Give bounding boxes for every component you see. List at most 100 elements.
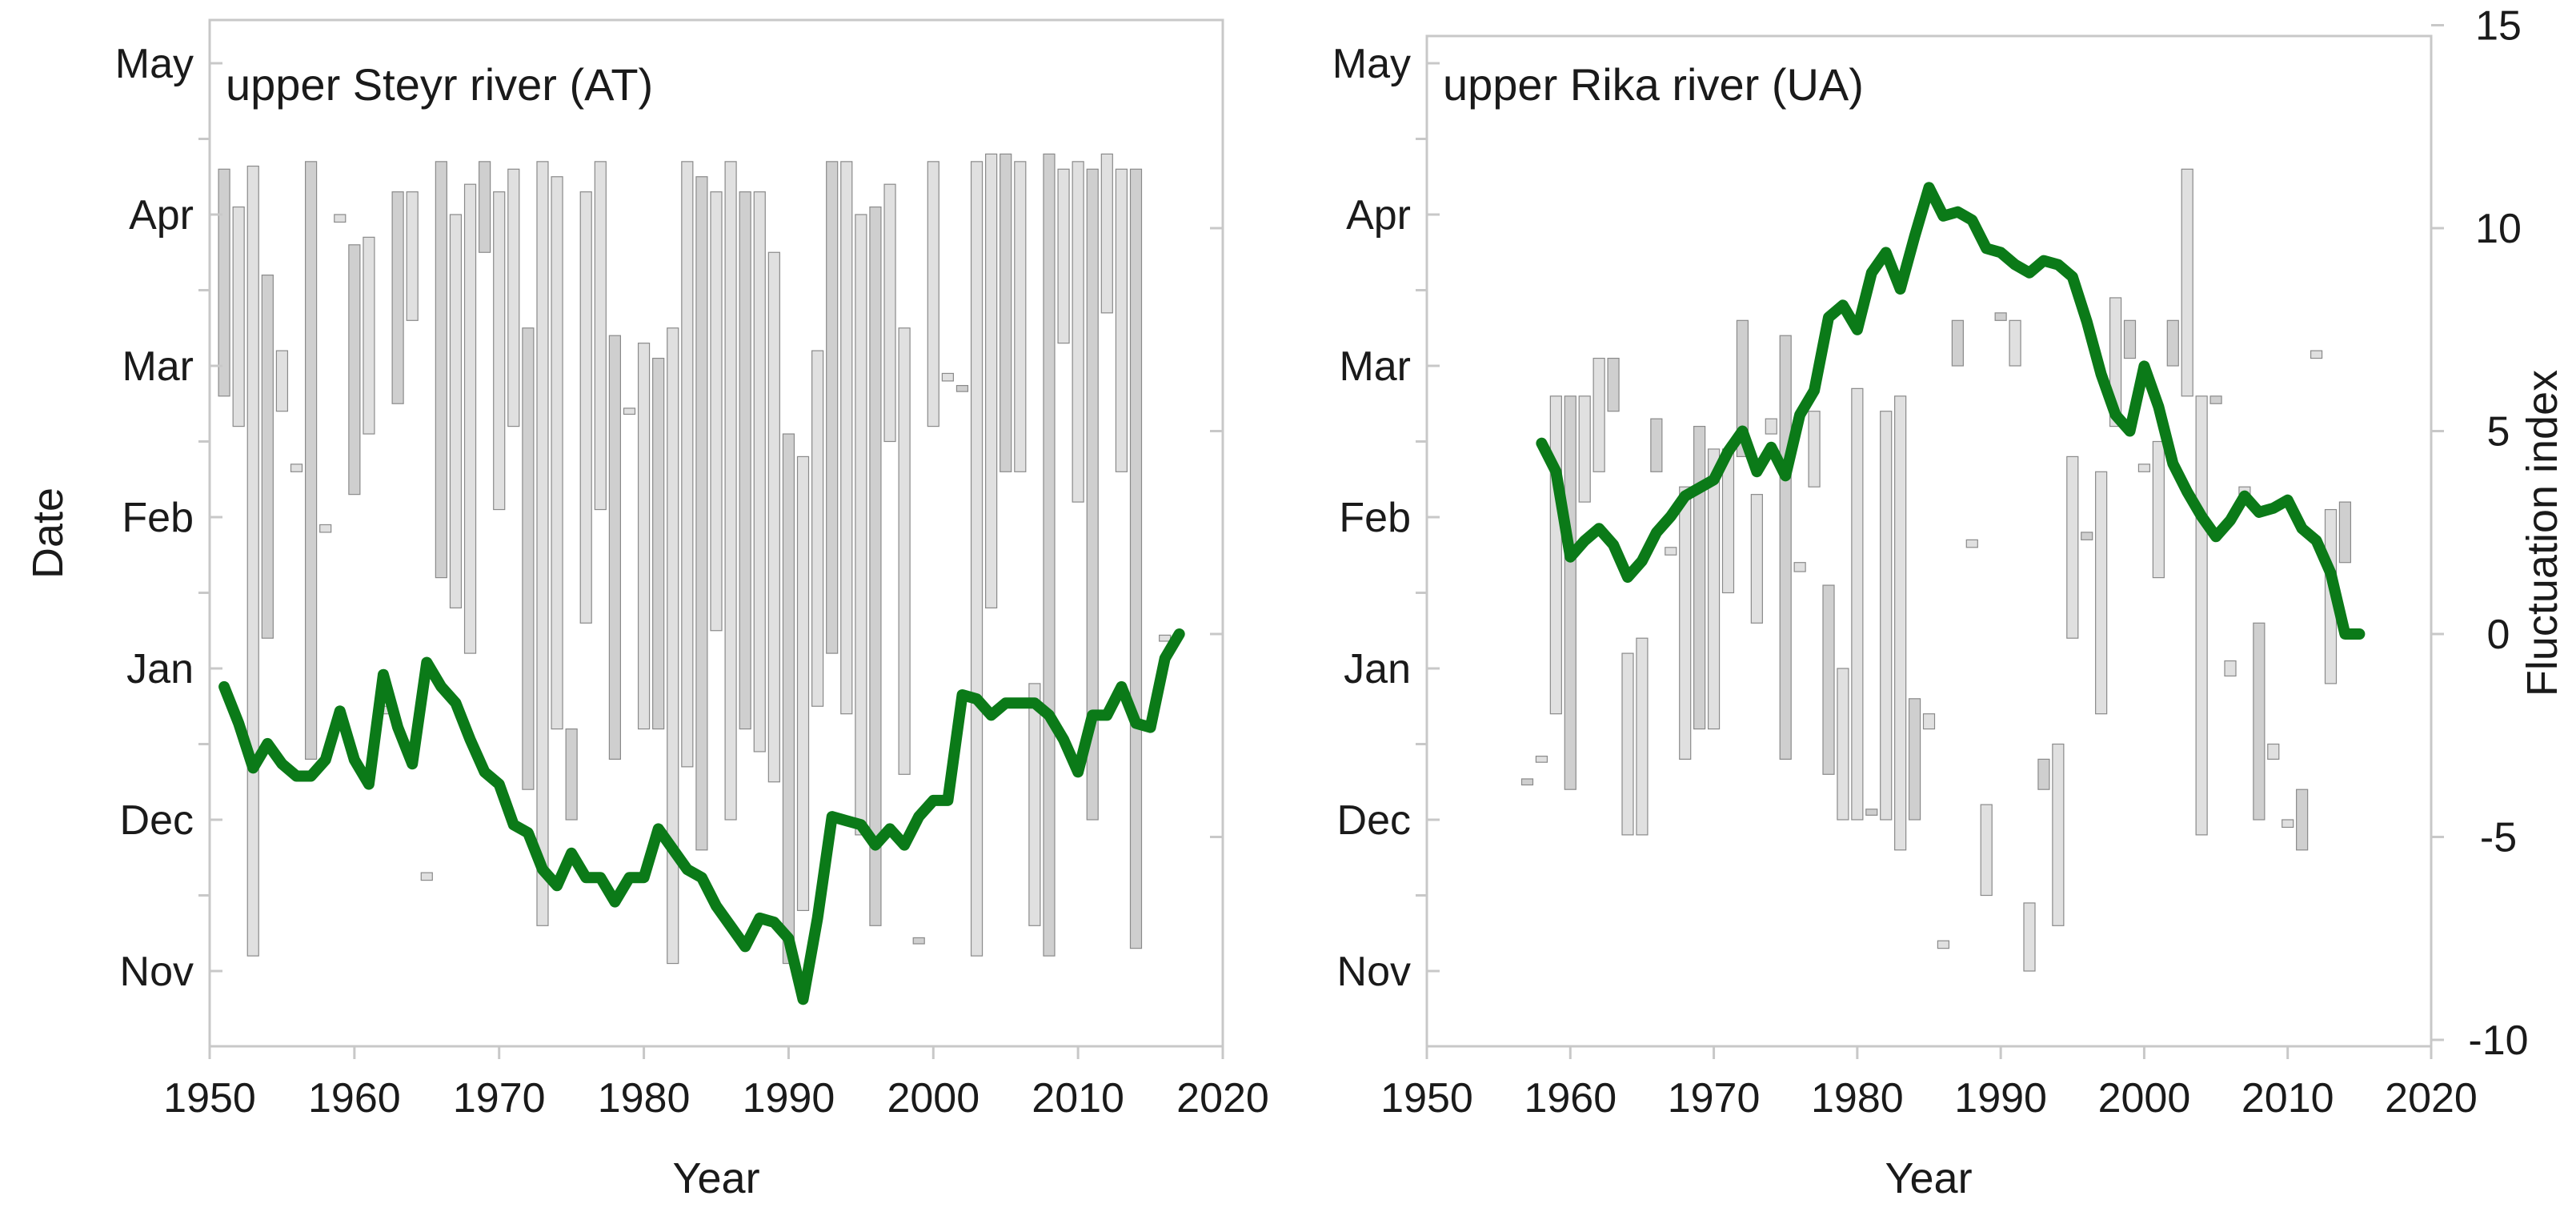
date-tick-label: Mar [122,343,194,390]
floating-bar [435,161,447,579]
floating-bar [2338,501,2352,564]
panel-steyr: upper Steyr river (AT) Nov Dec Jan Feb Mar Ap… [24,18,1269,1202]
floating-bar [1636,637,1649,836]
floating-bar [479,161,491,253]
floating-bar [363,236,375,435]
floating-bar [275,350,289,412]
fluctuation-line-steyr [218,628,1185,1005]
floating-bar [536,161,549,926]
floating-bar [1115,168,1128,472]
date-tick-label: Mar [1339,343,1411,390]
floating-bar [1779,335,1792,760]
year-tick-label: 2010 [1032,1075,1124,1122]
floating-bar [2095,471,2108,715]
floating-bar [579,191,592,624]
date-tick-label: Dec [120,797,194,844]
year-tick-label: 2000 [887,1075,980,1122]
floating-bar [2282,819,2294,829]
floating-bar [2037,758,2050,790]
floating-bar [941,372,954,382]
floating-bars-steyr [218,153,1172,965]
date-tick-label: Feb [1339,495,1411,541]
floating-bar [1750,494,1763,624]
year-tick-label: 1990 [1954,1075,2047,1122]
year-ticks-steyr: 1950 1960 1970 1980 1990 2000 2010 2020 [163,1046,1269,1122]
year-tick-label: 2000 [2098,1075,2191,1122]
floating-bar [695,176,708,851]
date-tick-label: Apr [129,192,194,239]
floating-bar [1693,425,1706,730]
date-tick-label: Nov [120,949,194,995]
floating-bar [2267,743,2280,760]
floating-bar [667,327,679,965]
floating-bar [449,214,463,608]
floating-bar [1980,804,1993,897]
floating-bar [2209,395,2222,404]
floating-bar [1564,395,1576,790]
plot-frame-steyr [208,18,1224,1048]
floating-bar [218,168,230,397]
date-tick-label: Apr [1346,192,1411,239]
y-axis-title-date: Date [24,488,72,579]
floating-bar [2152,440,2165,579]
floating-bar [608,335,622,760]
floating-bar [1607,357,1620,412]
floating-bar [2166,319,2179,367]
floating-bar [955,384,969,392]
floating-bar [739,191,751,730]
floating-bar [406,191,419,321]
date-tick-label: Nov [1337,949,1411,995]
year-tick-label: 1960 [1524,1075,1617,1122]
floating-bar [1865,809,1878,816]
floating-bar [493,191,506,511]
floating-bar [1000,153,1012,472]
floating-bar [1965,539,1978,548]
floating-bar [710,191,723,632]
floating-bar [1951,319,1964,367]
floating-bar [796,455,810,912]
floating-bar [840,161,853,715]
date-ticks-rika: Nov Dec Jan Feb Mar Apr May [1332,41,1440,995]
fluctuation-tick-label: 5 [2487,409,2510,455]
floating-bar [855,214,867,836]
floating-bar [1837,668,1849,821]
fluctuation-tick-label: 0 [2487,612,2510,658]
floating-bar [2181,168,2193,397]
floating-bar [2137,464,2151,472]
fluctuation-line-rika [1536,182,2366,640]
floating-bar [1894,395,1907,851]
floating-bar [1086,168,1099,821]
floating-bar [1793,562,1806,572]
floating-bar [1520,778,1534,786]
floating-bar [1014,161,1027,472]
floating-bar [1159,634,1172,642]
floating-bar [2009,319,2021,367]
fluctuation-tick-label: 10 [2475,206,2522,252]
date-tick-label: Jan [1344,646,1411,692]
panel-title-rika: upper Rika river (UA) [1443,59,1864,110]
floating-bar [2081,532,2093,540]
floating-bar [1736,319,1749,457]
year-tick-label: 1970 [453,1075,546,1122]
floating-bar [594,161,607,511]
floating-bar [565,728,578,821]
panel-title-steyr: upper Steyr river (AT) [226,59,653,110]
floating-bar [319,524,332,533]
floating-bar [782,433,795,965]
floating-bar [1851,387,1864,821]
floating-bar [2052,743,2065,926]
floating-bar [1057,168,1070,344]
floating-bar [753,191,766,752]
date-tick-label: Feb [122,495,194,541]
year-tick-label: 2020 [2385,1075,2478,1122]
year-tick-label: 1960 [308,1075,401,1122]
floating-bar [551,176,563,730]
floating-bar [2310,350,2323,359]
floating-bar [261,275,274,639]
year-tick-label: 1980 [1811,1075,1904,1122]
floating-bar [883,183,896,443]
floating-bar [927,161,939,427]
floating-bar [232,206,245,427]
floating-bar [869,206,882,926]
year-ticks-rika: 1950 1960 1970 1980 1990 2000 2010 2020 [1380,1046,2478,1122]
